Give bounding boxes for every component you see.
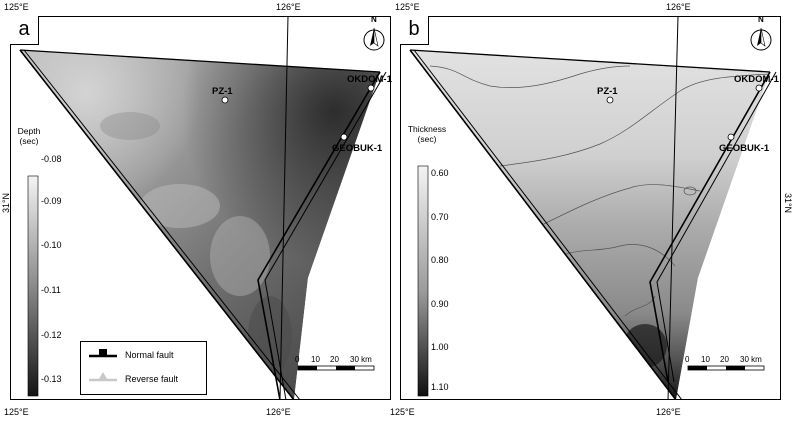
well-okdom1-label-b: OKDOM-1 [734,74,779,85]
panel-a-map-svg [10,16,391,400]
normal-fault-west-b [409,49,677,400]
panel-a-depth-map: a N PZ-1 OKDOM-1 GEOBUK-1 Depth (sec) -0… [10,15,392,400]
scale-a-tick-0: 0 [295,355,300,364]
fault-legend: Normal fault Reverse fault [80,341,207,395]
colorbar-b-tick-5: 1.10 [431,382,449,392]
panel-b-map-svg [400,16,781,400]
colorbar-a-tick-4: -0.12 [41,330,62,340]
lon-label-125-top-b: 125°E [395,2,420,12]
colorbar-a-tick-0: -0.08 [41,154,62,164]
scale-b-tick-3: 30 km [740,355,762,364]
normal-fault-west-inner-b [413,49,683,400]
lon-label-126-top-b: 126°E [666,2,691,12]
scale-a-tick-3: 30 km [350,355,372,364]
normal-fault-east-inner-b [656,71,777,383]
legend-normal-fault: Normal fault [125,350,174,360]
colorbar-a [27,175,39,397]
well-geobuk1-marker [340,133,348,141]
well-okdom1-marker [367,84,375,92]
boundary-top-line [19,49,381,73]
panel-b-thickness-map: b N PZ-1 OKDOM-1 GEOBUK-1 Thickness (sec… [400,15,781,400]
normal-fault-east [257,71,381,400]
meridian-126 [279,16,289,400]
colorbar-a-tick-2: -0.10 [41,240,62,250]
well-pz1-label-a: PZ-1 [212,86,233,97]
scale-b-tick-2: 20 [720,355,729,364]
scale-bar-b [687,365,765,371]
north-label-b: N [758,15,764,24]
normal-fault-east-b [649,71,771,383]
colorbar-b-tick-0: 0.60 [431,168,449,178]
panel-a-label: a [10,16,39,45]
colorbar-b-title: Thickness (sec) [407,124,447,144]
well-geobuk1-label-b: GEOBUK-1 [719,143,770,154]
scale-a-tick-2: 20 [330,355,339,364]
legend-reverse-fault: Reverse fault [125,374,179,384]
well-okdom1-marker-b [755,84,763,92]
normal-fault-west [19,49,295,400]
north-arrow-b [750,27,772,51]
scale-a-tick-1: 10 [311,355,320,364]
scale-b-tick-1: 10 [701,355,710,364]
lon-label-125-top: 125°E [4,2,29,12]
north-label-a: N [371,15,377,24]
fault-legend-symbols [89,349,117,382]
well-geobuk1-marker-b [727,133,735,141]
north-arrow-a [363,27,385,51]
boundary-top-line-b [409,49,771,73]
colorbar-a-tick-3: -0.11 [41,285,61,295]
well-geobuk1-label-a: GEOBUK-1 [332,143,383,154]
normal-fault-west-inner [23,49,301,400]
reverse-fault-symbol [89,372,117,382]
well-okdom1-label-a: OKDOM-1 [347,74,392,85]
scale-b-tick-0: 0 [685,355,690,364]
normal-fault-symbol [89,349,117,358]
well-pz1-marker [221,96,229,104]
colorbar-a-title: Depth (sec) [17,126,41,146]
panel-b-label: b [400,16,429,45]
lon-label-126-bottom-b: 126°E [656,407,681,417]
colorbar-b [417,165,429,397]
lon-label-125-bottom-a: 125°E [4,407,29,417]
colorbar-b-tick-1: 0.70 [431,212,449,222]
lon-label-125-bottom-b: 125°E [390,407,415,417]
lon-label-126-top: 126°E [276,2,301,12]
normal-fault-east-inner [264,71,387,400]
colorbar-b-tick-2: 0.80 [431,255,449,265]
meridian-126-b [667,16,679,400]
well-pz1-label-b: PZ-1 [597,86,618,97]
colorbar-b-tick-4: 1.00 [431,342,449,352]
lat-label-right: 31°N [783,192,794,214]
colorbar-a-tick-5: -0.13 [41,374,62,384]
scale-bar-a [297,365,375,371]
colorbar-b-tick-3: 0.90 [431,299,449,309]
colorbar-a-tick-1: -0.09 [41,196,62,206]
lon-label-126-bottom-a: 126°E [266,407,291,417]
well-pz1-marker-b [606,96,614,104]
